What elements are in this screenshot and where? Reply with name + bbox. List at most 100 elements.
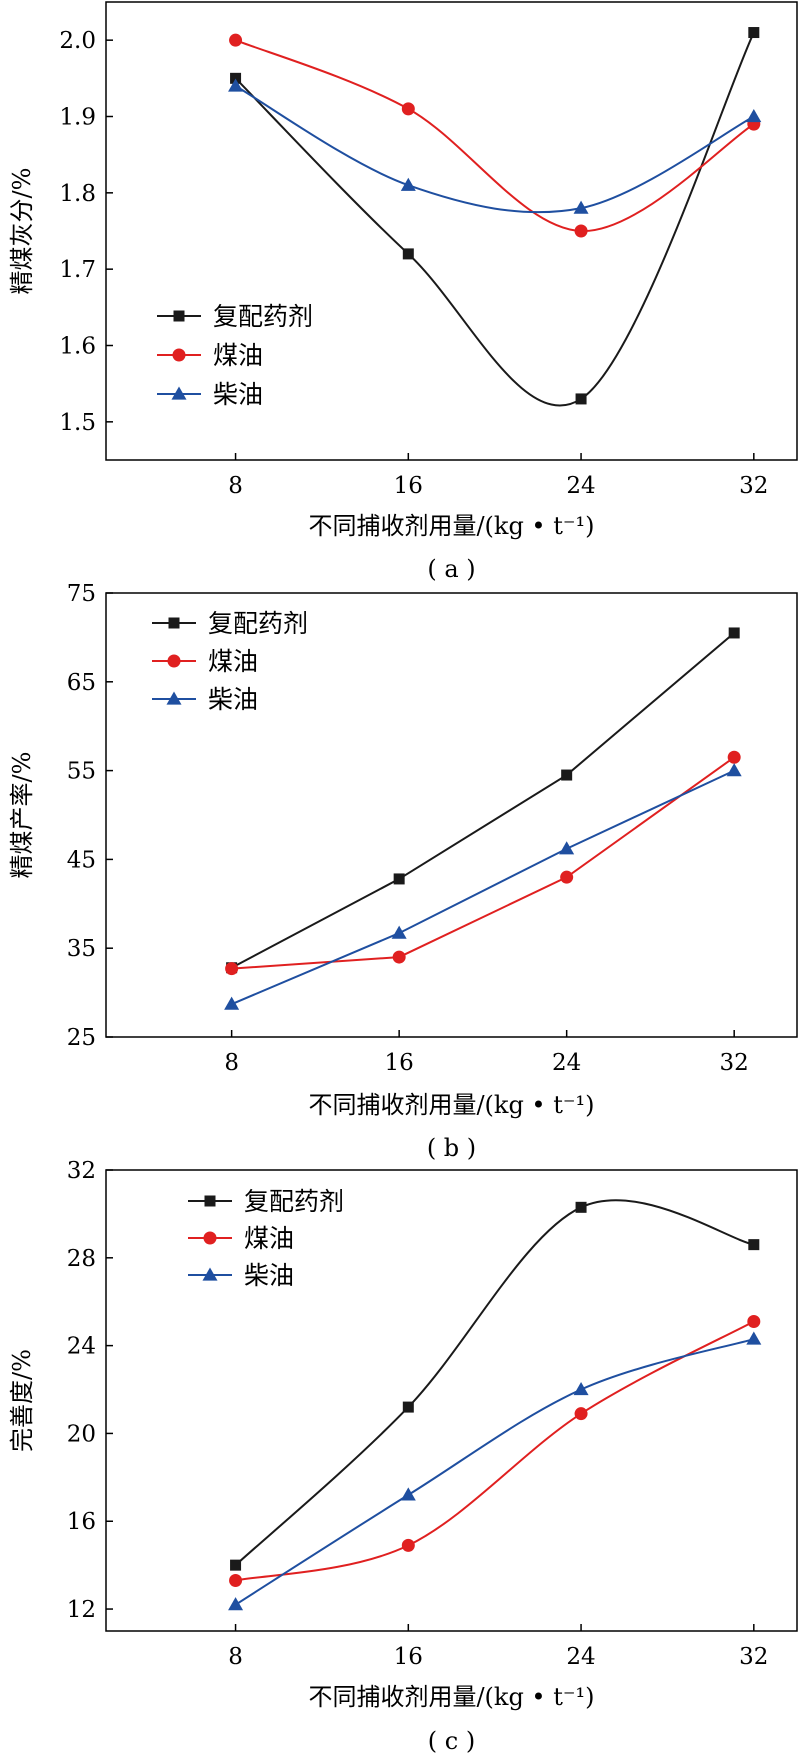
data-point <box>393 873 405 885</box>
data-point <box>228 1597 244 1611</box>
series-line <box>235 1320 755 1582</box>
data-point <box>746 109 762 123</box>
panel-label: ( a ) <box>427 555 475 583</box>
series-2 <box>228 1331 762 1611</box>
data-point <box>560 870 574 884</box>
series-0 <box>230 27 760 407</box>
y-tick-label: 24 <box>67 1334 96 1360</box>
y-tick-label: 45 <box>67 847 96 873</box>
data-point <box>573 200 589 214</box>
data-point <box>728 627 740 639</box>
data-point <box>401 1538 415 1552</box>
series-1 <box>229 1314 761 1588</box>
chart-panel-1: 25 35 45 55 65 75 8 16 24 32 不同捕收剂用量/(kg • t⁻¹) 精煤产… <box>8 581 798 1162</box>
series-line <box>235 39 755 233</box>
x-tick-label: 8 <box>228 1644 243 1670</box>
y-tick-label: 1.5 <box>59 410 96 436</box>
series-line <box>235 85 755 214</box>
series-0 <box>226 627 740 974</box>
x-axis-title: 不同捕收剂用量/(kg • t⁻¹) <box>308 1091 594 1119</box>
series-1 <box>229 33 761 238</box>
data-point <box>747 1314 761 1328</box>
data-point <box>726 763 742 777</box>
legend-marker <box>173 310 185 322</box>
x-tick-label: 8 <box>224 1050 239 1076</box>
data-point <box>573 1382 589 1396</box>
y-axis-title: 完善度/% <box>8 1349 36 1452</box>
data-point <box>727 750 741 764</box>
plot-frame <box>105 592 798 1038</box>
legend-label: 煤油 <box>208 647 258 676</box>
y-axis-title: 精煤产率/% <box>8 752 36 879</box>
legend-label: 柴油 <box>244 1261 294 1290</box>
series-line <box>231 756 735 970</box>
x-tick-label: 8 <box>228 473 243 499</box>
data-point <box>402 248 414 260</box>
y-tick-label: 1.6 <box>59 334 96 360</box>
series-2 <box>224 763 742 1010</box>
data-point <box>746 1331 762 1345</box>
x-axis-title: 不同捕收剂用量/(kg • t⁻¹) <box>308 512 594 540</box>
plot-frame <box>105 1 798 461</box>
data-point <box>575 393 587 405</box>
series-line <box>234 1199 755 1566</box>
legend-marker <box>166 691 182 705</box>
panel-label: ( b ) <box>427 1134 476 1162</box>
legend-label: 煤油 <box>213 341 263 370</box>
x-tick-label: 32 <box>739 1644 768 1670</box>
y-axis-title: 精煤灰分/% <box>8 168 36 295</box>
y-tick-label: 25 <box>67 1025 96 1051</box>
x-tick-label: 24 <box>552 1050 581 1076</box>
panel-label: ( c ) <box>428 1727 475 1755</box>
y-tick-label: 32 <box>67 1158 96 1184</box>
data-point <box>561 769 573 781</box>
data-point <box>574 224 588 238</box>
legend-marker <box>171 386 187 400</box>
series-2 <box>228 78 762 214</box>
y-tick-label: 2.0 <box>59 28 96 54</box>
x-tick-label: 32 <box>720 1050 749 1076</box>
y-tick-label: 65 <box>67 670 96 696</box>
y-tick-label: 12 <box>67 1597 96 1623</box>
series-1 <box>225 750 741 976</box>
y-tick-label: 16 <box>67 1509 96 1535</box>
y-tick-label: 1.8 <box>59 181 96 207</box>
data-point <box>229 33 243 47</box>
y-tick-label: 1.9 <box>59 105 96 131</box>
chart-panel-2: 12 16 20 24 28 32 8 16 24 32 不同捕收剂用量/(kg • t⁻¹) 完善度… <box>8 1158 798 1755</box>
data-point <box>400 1487 416 1501</box>
legend-marker <box>172 348 186 362</box>
x-tick-label: 24 <box>566 1644 595 1670</box>
series-line <box>231 632 735 969</box>
legend-marker <box>202 1267 218 1281</box>
legend-marker <box>167 654 181 668</box>
legend-label: 柴油 <box>213 380 263 409</box>
chart-panel-0: 1.5 1.6 1.7 1.8 1.9 2.0 8 16 24 32 不同捕收剂用量/(kg • t… <box>8 1 798 583</box>
data-point <box>230 72 242 84</box>
series-0 <box>230 1199 760 1571</box>
series-line <box>231 769 735 1006</box>
data-point <box>229 1574 243 1588</box>
data-point <box>575 1201 587 1213</box>
legend-marker <box>168 617 180 629</box>
data-point <box>574 1407 588 1421</box>
data-point <box>225 962 239 976</box>
series-line <box>234 32 755 407</box>
legend-label: 复配药剂 <box>244 1187 344 1216</box>
legend-label: 煤油 <box>244 1224 294 1253</box>
x-tick-label: 16 <box>394 473 423 499</box>
legend-label: 复配药剂 <box>213 302 313 331</box>
x-axis-title: 不同捕收剂用量/(kg • t⁻¹) <box>308 1683 594 1711</box>
y-tick-label: 1.7 <box>59 257 96 283</box>
x-tick-label: 32 <box>739 473 768 499</box>
plot-frame <box>105 1169 798 1632</box>
data-point <box>230 1559 242 1571</box>
legend-marker <box>204 1195 216 1207</box>
legend-label: 柴油 <box>208 685 258 714</box>
series-line <box>235 1338 755 1606</box>
data-point <box>400 177 416 191</box>
